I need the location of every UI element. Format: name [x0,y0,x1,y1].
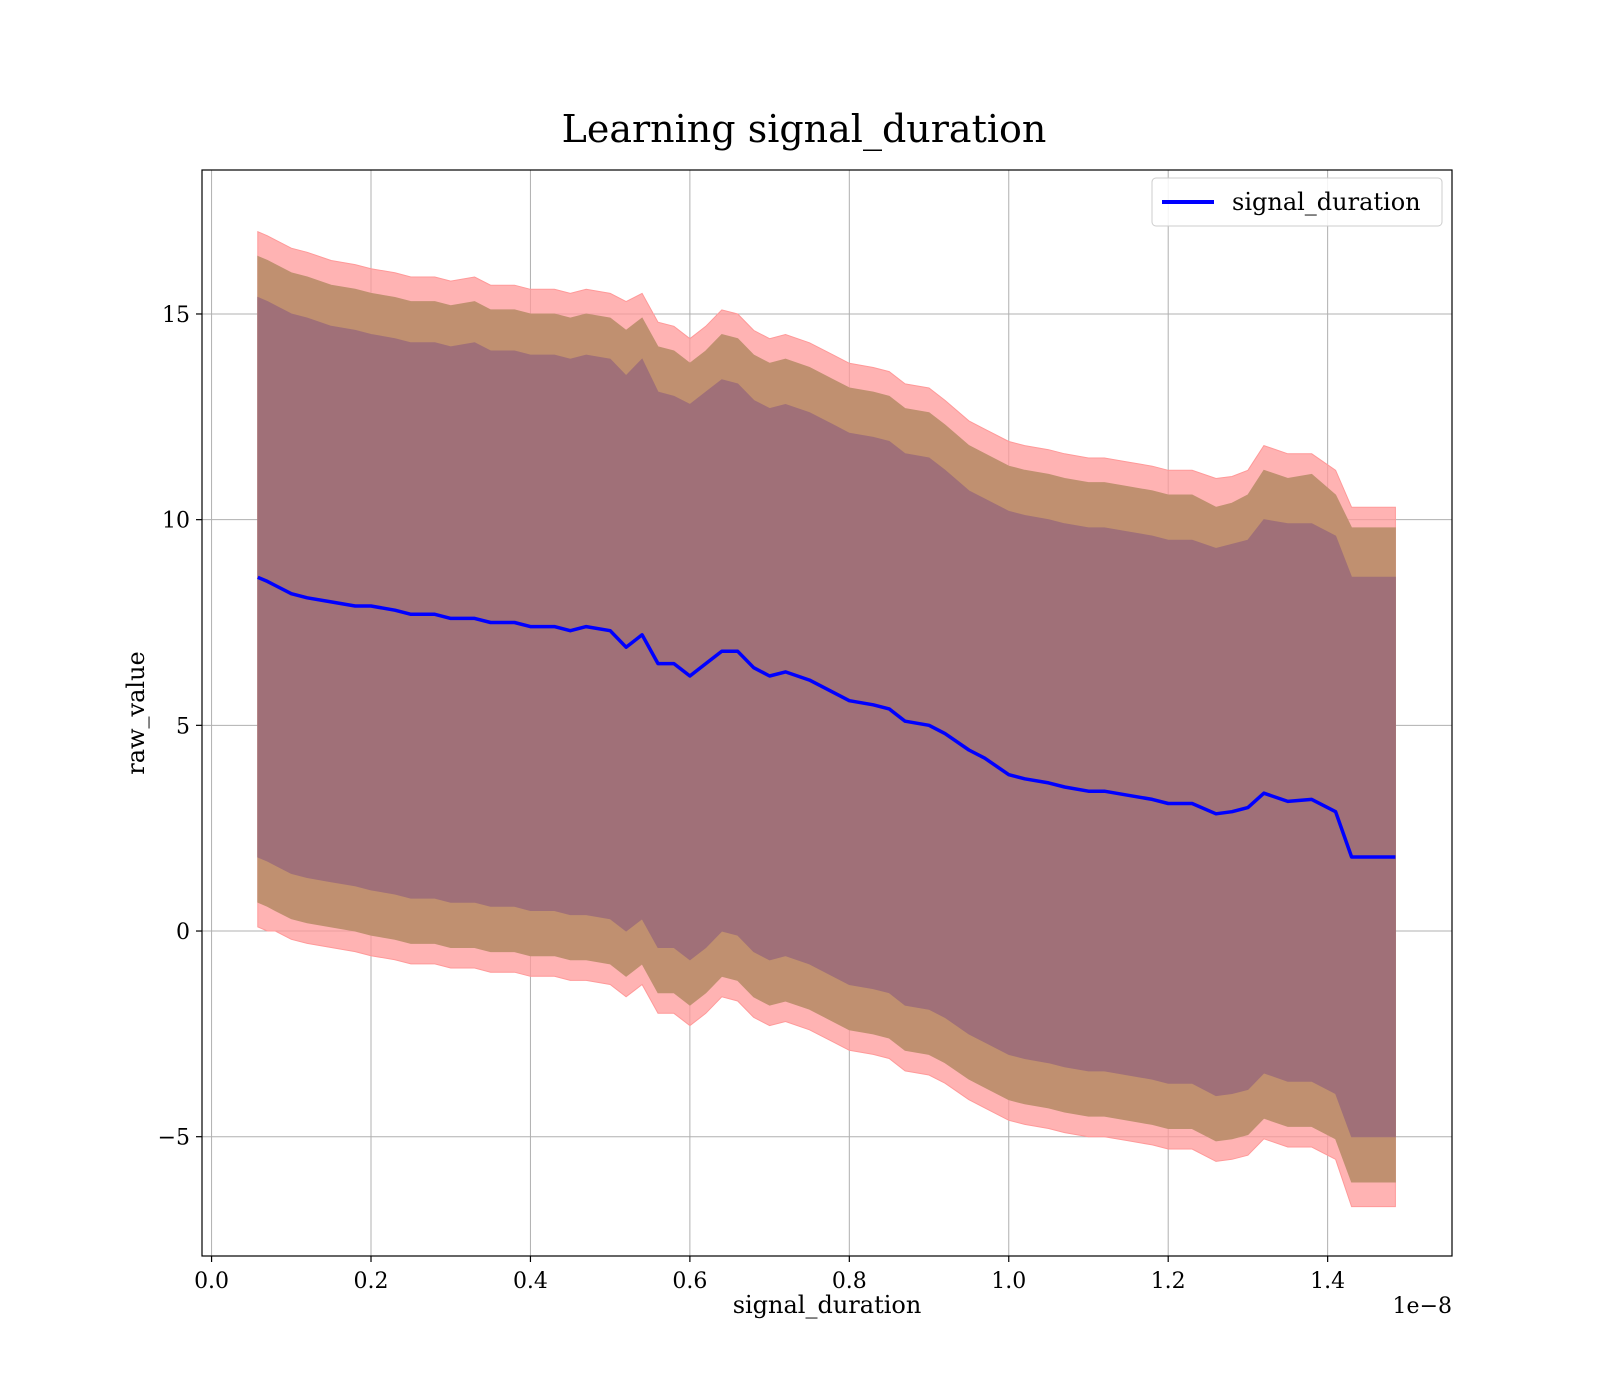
x-tick-label-1: 0.2 [354,1269,389,1294]
y-axis-label: raw_value [122,651,150,775]
series-lines [257,575,1396,859]
confidence-bands [257,230,1396,1208]
y-tick-label-1: 0 [176,920,190,945]
x-tick-label-3: 0.6 [672,1269,707,1294]
band-inner [257,296,1396,1138]
y-axis-ticks: −5 0 5 10 15 [158,303,202,1151]
x-axis-label: signal_duration [733,1291,922,1319]
plot-frame [201,169,1453,1257]
y-tick-label-2: 5 [176,714,190,739]
y-tick-label-0: −5 [158,1126,190,1151]
x-tick-label-2: 0.4 [513,1269,548,1294]
x-tick-label-7: 1.4 [1310,1269,1345,1294]
x-tick-label-5: 1.0 [991,1269,1026,1294]
x-tick-label-6: 1.2 [1151,1269,1186,1294]
legend-box [1151,177,1443,227]
chart-title: Learning signal_duration [562,107,1047,152]
x-axis-offset-label: 1e−8 [1393,1294,1452,1319]
x-tick-label-0: 0.0 [194,1269,229,1294]
series-line-0 [257,575,1396,859]
legend: signal_duration [1151,177,1443,227]
y-tick-label-3: 10 [162,509,190,534]
legend-label: signal_duration [1232,188,1421,216]
y-tick-label-4: 15 [162,303,190,328]
x-axis-ticks: 0.0 0.2 0.4 0.6 0.8 1.0 1.2 1.4 [194,1256,1345,1294]
x-tick-label-4: 0.8 [832,1269,867,1294]
